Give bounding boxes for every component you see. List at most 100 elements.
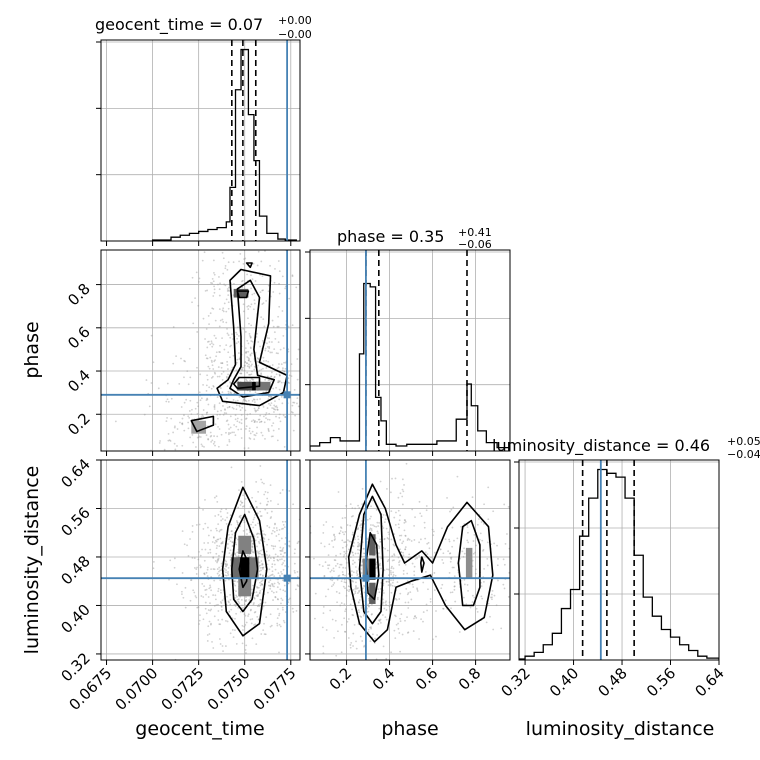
pair-geocent-time-phase-sample	[204, 289, 207, 292]
pair-geocent-time-phase-sample	[240, 422, 243, 425]
pair-phase-luminosity-distance-sample	[341, 517, 344, 520]
pair-geocent-time-luminosity-distance-sample	[198, 523, 201, 526]
pair-geocent-time-luminosity-distance-sample	[220, 515, 222, 518]
pair-geocent-time-luminosity-distance-sample	[282, 523, 285, 526]
pair-geocent-time-phase-sample	[273, 281, 276, 284]
pair-geocent-time-phase-sample	[238, 260, 241, 263]
pair-geocent-time-phase-sample	[226, 376, 228, 379]
pair-phase-luminosity-distance-sample	[322, 524, 325, 526]
pair-phase-luminosity-distance-sample	[414, 516, 416, 519]
pair-geocent-time-phase-sample	[212, 368, 215, 370]
pair-phase-luminosity-distance-sample	[496, 564, 499, 567]
pair-geocent-time-phase-sample	[256, 420, 258, 423]
pair-geocent-time-phase-sample	[198, 277, 201, 280]
pair-geocent-time-luminosity-distance-sample	[300, 579, 302, 581]
pair-geocent-time-phase-sample	[269, 264, 271, 267]
pair-geocent-time-luminosity-distance-sample	[277, 598, 279, 601]
pair-phase-luminosity-distance-sample	[487, 602, 490, 605]
pair-phase-luminosity-distance-sample	[503, 563, 506, 566]
pair-geocent-time-luminosity-distance-sample	[212, 594, 215, 596]
pair-geocent-time-luminosity-distance-sample	[233, 603, 236, 606]
pair-phase-luminosity-distance-sample	[383, 538, 386, 541]
pair-geocent-time-phase-sample	[271, 351, 273, 354]
pair-geocent-time-phase-sample	[215, 355, 218, 358]
pair-geocent-time-phase-sample	[269, 404, 272, 407]
pair-geocent-time-luminosity-distance-sample	[218, 530, 221, 533]
pair-phase-luminosity-distance-sample	[313, 557, 315, 560]
pair-phase-luminosity-distance-sample	[415, 616, 418, 619]
pair-geocent-time-luminosity-distance-sample	[278, 623, 281, 626]
pair-phase-luminosity-distance-sample	[325, 629, 328, 631]
pair-geocent-time-phase-sample	[224, 408, 226, 411]
pair-phase-luminosity-distance-sample	[349, 603, 352, 606]
pair-geocent-time-phase-sample	[203, 457, 205, 459]
pair-geocent-time-luminosity-distance-sample	[234, 580, 236, 583]
pair-phase-luminosity-distance-sample	[399, 548, 402, 551]
pair-geocent-time-phase-sample	[249, 347, 252, 350]
pair-geocent-time-luminosity-distance-sample	[202, 528, 205, 530]
pair-geocent-time-phase-sample	[243, 399, 246, 402]
pair-geocent-time-phase-sample	[275, 405, 278, 408]
pair-geocent-time-luminosity-distance-sample	[288, 490, 291, 492]
pair-phase-luminosity-distance-sample	[352, 645, 354, 647]
pair-geocent-time-luminosity-distance-sample	[191, 556, 194, 559]
pair-geocent-time-phase-sample	[225, 344, 228, 346]
pair-phase-luminosity-distance-sample	[387, 558, 390, 561]
pair-phase-luminosity-distance-sample	[398, 534, 401, 537]
pair-geocent-time-luminosity-distance-sample	[213, 541, 216, 544]
pair-geocent-time-luminosity-distance-sample	[293, 552, 296, 555]
pair-geocent-time-luminosity-distance-sample	[281, 563, 284, 566]
pair-phase-luminosity-distance-xticklabel-2: 0.6	[412, 664, 442, 694]
pair-phase-luminosity-distance-sample	[355, 640, 357, 643]
pair-geocent-time-luminosity-distance-sample	[248, 555, 251, 558]
pair-geocent-time-phase-sample	[249, 437, 252, 440]
pair-geocent-time-phase-sample	[258, 421, 261, 424]
pair-geocent-time-luminosity-distance-sample	[190, 579, 192, 581]
pair-phase-luminosity-distance-sample	[407, 556, 410, 559]
pair-geocent-time-luminosity-distance-sample	[280, 528, 283, 530]
pair-geocent-time-luminosity-distance-sample	[235, 612, 238, 615]
pair-geocent-time-phase-sample	[277, 341, 280, 344]
pair-geocent-time-luminosity-distance-sample	[251, 545, 254, 548]
pair-geocent-time-luminosity-distance-sample	[238, 602, 241, 604]
pair-geocent-time-luminosity-distance-sample	[242, 494, 245, 497]
pair-geocent-time-luminosity-distance-sample	[279, 492, 282, 494]
pair-phase-luminosity-distance-sample	[385, 600, 387, 603]
pair-phase-luminosity-distance-sample	[385, 603, 387, 606]
pair-phase-luminosity-distance-sample	[441, 583, 444, 586]
pair-phase-luminosity-distance-panel: 0.2 0.4 0.6 0.8	[305, 459, 511, 694]
pair-geocent-time-phase-sample	[274, 408, 277, 411]
pair-geocent-time-luminosity-distance-sample	[274, 596, 277, 598]
pair-geocent-time-luminosity-distance-sample	[224, 579, 227, 582]
pair-geocent-time-phase-sample	[264, 413, 267, 416]
pair-geocent-time-phase-sample	[207, 403, 210, 406]
pair-geocent-time-phase-sample	[252, 378, 255, 381]
pair-geocent-time-luminosity-distance-sample	[282, 589, 285, 592]
pair-phase-luminosity-distance-sample	[489, 615, 491, 618]
pair-phase-luminosity-distance-sample	[326, 564, 329, 567]
pair-geocent-time-phase-yticklabel-1: 0.4	[64, 366, 94, 396]
pair-phase-luminosity-distance-sample	[404, 548, 407, 551]
pair-phase-luminosity-distance-sample	[348, 585, 351, 588]
pair-geocent-time-luminosity-distance-sample	[184, 586, 187, 589]
pair-geocent-time-luminosity-distance-sample	[259, 581, 261, 584]
pair-geocent-time-phase-sample	[227, 289, 230, 292]
pair-geocent-time-luminosity-distance-sample	[295, 610, 298, 612]
pair-geocent-time-phase-sample	[214, 423, 217, 426]
pair-geocent-time-luminosity-distance-yticklabel-2: 0.48	[57, 552, 93, 588]
pair-geocent-time-phase-sample	[174, 425, 176, 428]
pair-geocent-time-phase-sample	[157, 387, 160, 390]
pair-geocent-time-phase-sample	[199, 436, 202, 438]
pair-phase-luminosity-distance-sample	[356, 545, 359, 548]
pair-geocent-time-luminosity-distance-sample	[168, 578, 170, 581]
pair-geocent-time-luminosity-distance-sample	[198, 551, 200, 553]
pair-geocent-time-phase-sample	[210, 434, 213, 437]
pair-phase-luminosity-distance-sample	[478, 518, 480, 520]
pair-geocent-time-luminosity-distance-sample	[276, 624, 279, 627]
pair-phase-luminosity-distance-sample	[354, 592, 357, 595]
pair-geocent-time-phase-sample	[262, 415, 265, 418]
pair-geocent-time-luminosity-distance-sample	[240, 599, 243, 601]
hist-phase-frame	[309, 249, 511, 452]
pair-geocent-time-luminosity-distance-sample	[284, 520, 287, 523]
pair-geocent-time-luminosity-distance-sample	[272, 545, 275, 548]
